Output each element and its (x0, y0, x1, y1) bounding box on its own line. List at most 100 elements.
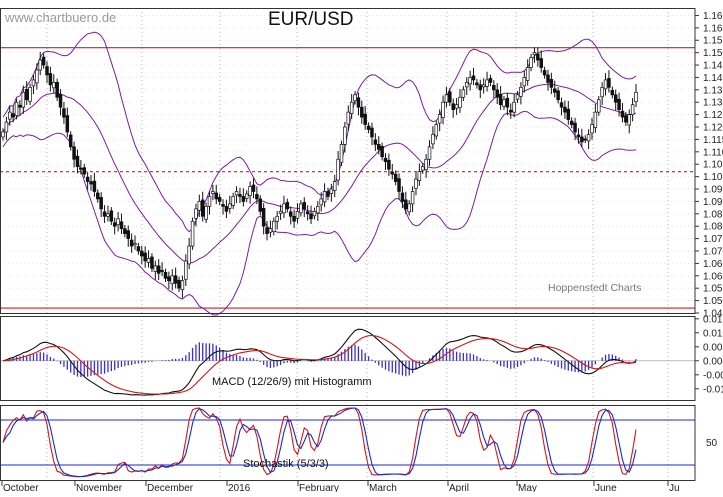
candle-body (630, 104, 635, 115)
candle-body (454, 104, 459, 109)
candle-body (55, 82, 59, 98)
candle-body (234, 191, 239, 196)
candle-body (248, 186, 252, 196)
candle-body (231, 196, 235, 206)
x-tick-label: Ju (669, 483, 680, 492)
price-tick-label: 1.110 (703, 147, 723, 158)
candle-body (299, 203, 303, 214)
macd-panel-marks (0, 328, 695, 396)
candle-body (14, 101, 19, 116)
candle-body (556, 90, 560, 101)
candle-body (200, 199, 205, 217)
chart-title: EUR/USD (268, 9, 354, 30)
candle-body (119, 221, 124, 230)
candle-body (590, 124, 594, 134)
candle-body (24, 88, 29, 101)
candle-body (265, 227, 269, 235)
macd-tick-label: 0.000 (703, 356, 723, 367)
candle-body (197, 201, 202, 211)
candle-body (387, 159, 391, 170)
candle-body (302, 202, 307, 210)
stochastic-label: Stochastik (5/3/3) (243, 458, 329, 470)
candle-body (224, 206, 229, 212)
candle-body (356, 97, 361, 108)
candle-body (498, 93, 503, 106)
price-tick-label: 1.100 (703, 172, 723, 183)
candle-body (35, 69, 39, 84)
candle-body (397, 178, 401, 192)
candle-body (529, 57, 533, 68)
candle-body (85, 176, 90, 182)
candle-body (109, 210, 114, 222)
candle-body (519, 86, 523, 97)
candle-body (509, 109, 513, 113)
candle-body (207, 196, 212, 207)
candle-body (1, 131, 5, 138)
candle-body (170, 275, 175, 285)
x-tick-label: June (595, 483, 617, 492)
candle-body (434, 124, 439, 137)
price-tick-label: 1.120 (703, 123, 723, 134)
candle-body (566, 108, 571, 120)
candle-body (167, 276, 171, 282)
candle-body (228, 203, 232, 209)
candle-body (136, 246, 141, 252)
candle-body (285, 202, 290, 210)
price-tick-label: 1.130 (703, 98, 723, 109)
macd-tick-label: 0.005 (703, 342, 723, 353)
candle-body (376, 144, 381, 150)
candle-body (539, 58, 543, 68)
candle-body (106, 213, 110, 217)
candle-body (11, 113, 15, 118)
candle-body (586, 134, 591, 142)
price-tick-label: 1.060 (703, 271, 723, 282)
macd-tick-label: -0.005 (703, 370, 723, 381)
candle-body (468, 77, 472, 85)
candle-body (65, 115, 70, 133)
price-tick-label: 1.155 (703, 36, 723, 47)
candle-body (184, 260, 188, 280)
candle-body (305, 211, 310, 215)
candle-body (102, 211, 107, 217)
candle-body (613, 94, 618, 103)
candle-body (349, 101, 354, 114)
bollinger-lower-band (2, 110, 637, 316)
candle-body (525, 67, 530, 81)
candle-body (600, 86, 604, 98)
candle-body (464, 82, 469, 88)
candle-body (129, 239, 134, 247)
candle-body (187, 245, 191, 265)
candle-body (553, 88, 557, 93)
candle-body (309, 213, 313, 220)
candle-body (4, 121, 9, 133)
candle-body (431, 134, 435, 145)
candle-body (217, 197, 222, 202)
candle-body (485, 79, 489, 87)
candle-body (163, 271, 168, 279)
candle-body (559, 102, 564, 108)
candle-body (437, 114, 442, 124)
stochastic-d-line (2, 407, 637, 478)
candle-body (255, 194, 259, 200)
candle-body (417, 171, 422, 181)
candle-body (41, 56, 46, 66)
candle-body (143, 252, 147, 262)
candle-body (343, 126, 347, 145)
candle-body (332, 181, 337, 191)
candle-body (512, 101, 516, 113)
x-tick-label: October (3, 483, 39, 492)
candle-body (282, 203, 286, 214)
candle-body (82, 167, 86, 175)
candle-body (241, 196, 246, 202)
macd-signal-line (2, 334, 637, 395)
candle-body (400, 192, 405, 202)
candle-body (48, 73, 53, 86)
candle-body (336, 158, 340, 181)
candle-body (190, 220, 195, 247)
candle-body (28, 86, 32, 102)
candle-body (244, 193, 249, 199)
candle-body (471, 75, 476, 81)
candle-body (112, 222, 117, 227)
price-tick-label: 1.090 (703, 197, 723, 208)
candle-body (89, 181, 93, 185)
